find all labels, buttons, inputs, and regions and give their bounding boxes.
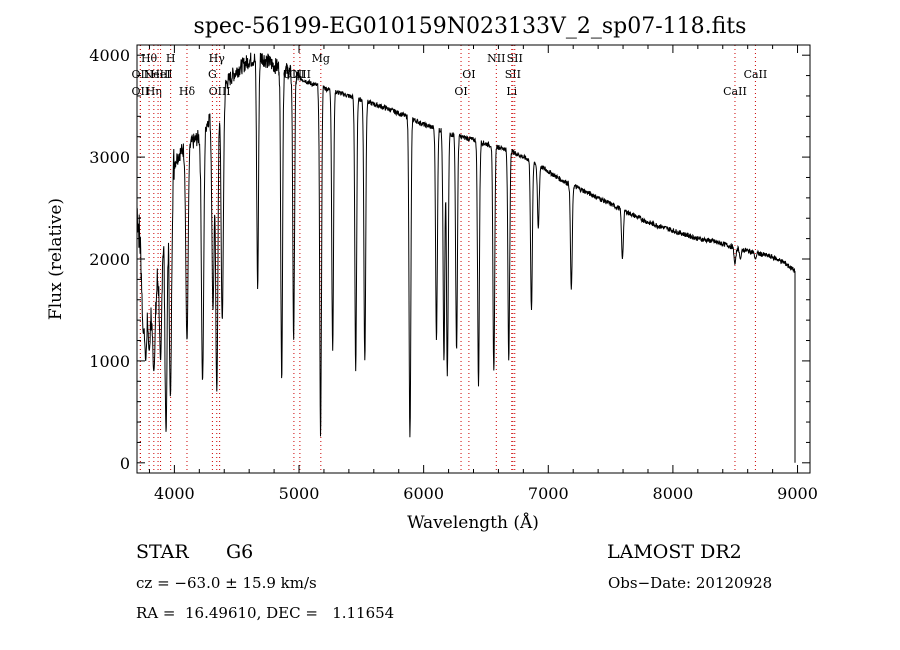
line-marker-label-0: OII	[132, 68, 150, 81]
object-subclass: G6	[226, 541, 254, 563]
line-marker-label-21: CaII	[744, 68, 768, 81]
x-axis-label: Wavelength (Å)	[407, 512, 539, 533]
obs-date-text: Obs−Date: 20120928	[608, 574, 773, 592]
x-axis-ticks: 4000 5000 6000 7000 8000 9000	[148, 45, 818, 503]
y-axis-label: Flux (relative)	[46, 198, 66, 320]
line-markers: OIIOIIHθHηNeIIIHeIHHδGHγOIIIOIIIOIIIMgOI…	[132, 45, 768, 473]
line-marker-label-15: OI	[462, 68, 475, 81]
line-marker-label-19: SII	[507, 52, 523, 65]
line-marker-label-4: NeIII	[143, 68, 172, 81]
coordinates-text: RA = 16.49610, DEC = 1.11654	[136, 604, 395, 622]
object-class: STAR	[136, 541, 189, 563]
plot-frame	[136, 44, 811, 474]
y-axis-ticks: 0 1000 2000 3000 4000	[89, 46, 810, 473]
y-tick-label-3: 3000	[89, 148, 130, 167]
line-marker-label-7: Hδ	[179, 85, 196, 98]
x-tick-label-1: 5000	[279, 484, 320, 503]
line-marker-label-16: NII	[487, 52, 505, 65]
x-tick-label-2: 6000	[403, 484, 444, 503]
spectrum-line	[136, 52, 796, 463]
y-tick-label-0: 0	[120, 454, 130, 473]
x-tick-label-0: 4000	[154, 484, 195, 503]
line-marker-label-8: G	[208, 68, 217, 81]
plot-area	[136, 52, 796, 463]
line-marker-label-1: OII	[132, 85, 150, 98]
chart-title: spec-56199-EG010159N023133V_2_sp07-118.f…	[194, 14, 747, 39]
line-marker-label-3: Hη	[146, 85, 162, 98]
line-marker-label-6: H	[166, 52, 176, 65]
line-marker-label-9: Hγ	[209, 52, 226, 65]
x-tick-label-4: 8000	[653, 484, 694, 503]
x-tick-label-3: 7000	[528, 484, 569, 503]
y-tick-label-2: 2000	[89, 250, 130, 269]
line-marker-label-17: Li	[506, 85, 517, 98]
line-marker-label-2: Hθ	[141, 52, 158, 65]
line-marker-label-14: OI	[454, 85, 467, 98]
line-marker-label-18: SII	[505, 68, 521, 81]
x-tick-label-5: 9000	[777, 484, 818, 503]
line-marker-label-13: Mg	[312, 52, 330, 65]
survey-label: LAMOST DR2	[607, 541, 742, 563]
y-tick-label-4: 4000	[89, 46, 130, 65]
line-marker-label-5: HeI	[150, 68, 170, 81]
redshift-text: cz = −63.0 ± 15.9 km/s	[136, 574, 317, 592]
line-marker-label-12: OIII	[289, 68, 311, 81]
y-tick-label-1: 1000	[89, 352, 130, 371]
line-marker-label-20: CaII	[723, 85, 747, 98]
